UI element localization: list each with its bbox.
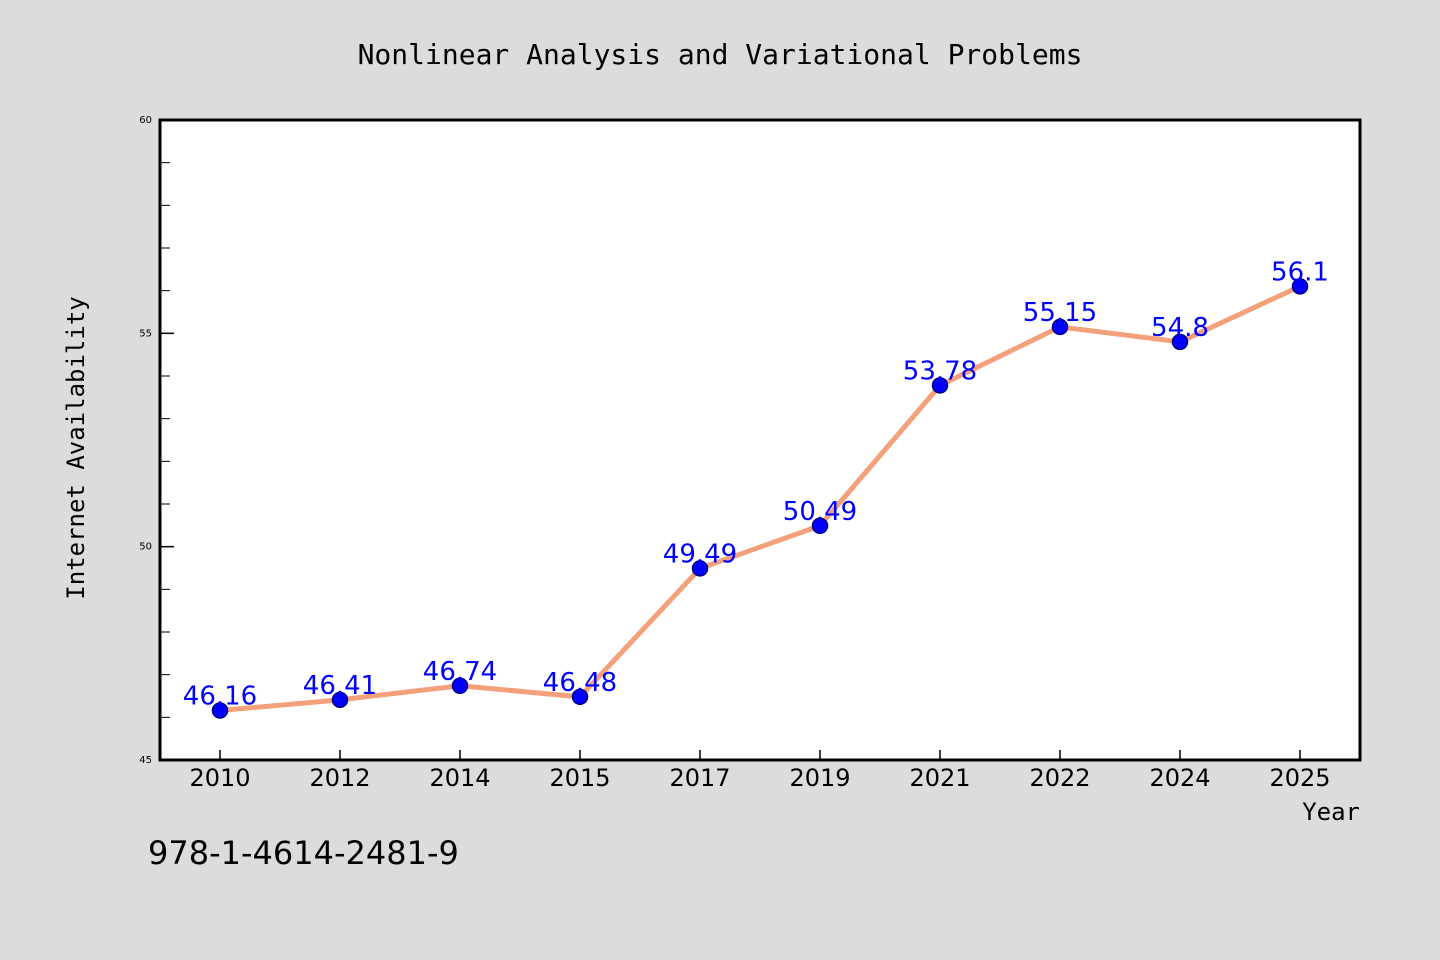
isbn-annotation: 978-1-4614-2481-9 — [148, 834, 459, 872]
series-line — [217, 283, 1303, 714]
data-point — [931, 377, 949, 394]
y-axis-label: Internet Availability — [62, 296, 90, 599]
data-label: 46.74 — [423, 657, 497, 687]
data-label: 55.15 — [1023, 298, 1097, 328]
data-point — [691, 560, 709, 577]
data-labels: 46.16 46.41 46.74 46.48 49.49 50.49 53.78 55.15… — [183, 257, 1329, 711]
x-ticks: 2010 2012 2014 2015 2017 2019 2021 2022 2024 2025 — [189, 750, 1331, 792]
data-label: 54.8 — [1151, 313, 1209, 343]
series-line-group — [217, 283, 1303, 714]
x-tick-label: 2024 — [1149, 764, 1210, 792]
data-point — [571, 688, 589, 706]
data-label: 50.49 — [783, 497, 857, 527]
data-label: 49.49 — [663, 539, 737, 569]
x-tick-label: 2019 — [789, 764, 850, 792]
x-tick-label: 2014 — [429, 764, 490, 792]
data-label: 46.48 — [543, 668, 617, 698]
data-point — [451, 677, 469, 695]
data-label: 46.16 — [183, 682, 257, 712]
data-point — [1291, 278, 1309, 295]
data-point — [211, 702, 229, 719]
plot-frame — [158, 118, 1362, 762]
x-tick-label: 2021 — [909, 764, 970, 792]
data-label: 46.41 — [303, 671, 377, 701]
plot-area — [160, 120, 1360, 760]
y-tick-label: 60 — [139, 115, 152, 126]
y-tick-label: 55 — [139, 328, 152, 339]
x-tick-label: 2015 — [549, 764, 610, 792]
data-point — [331, 691, 349, 709]
x-tick-label: 2012 — [309, 764, 370, 792]
data-point — [811, 517, 829, 535]
y-tick-label: 50 — [139, 542, 152, 553]
y-tick-label: 45 — [139, 755, 152, 766]
data-label: 53.78 — [903, 356, 977, 386]
chart-title: Nonlinear Analysis and Variational Probl… — [358, 38, 1083, 71]
markers — [211, 278, 1309, 719]
data-point — [1171, 333, 1189, 351]
x-tick-label: 2010 — [189, 764, 250, 792]
x-tick-label: 2025 — [1269, 764, 1330, 792]
data-point — [1051, 318, 1069, 336]
x-tick-label: 2022 — [1029, 764, 1090, 792]
x-tick-label: 2017 — [669, 764, 730, 792]
data-label: 56.1 — [1271, 257, 1329, 287]
x-axis-label: Year — [1302, 798, 1360, 826]
